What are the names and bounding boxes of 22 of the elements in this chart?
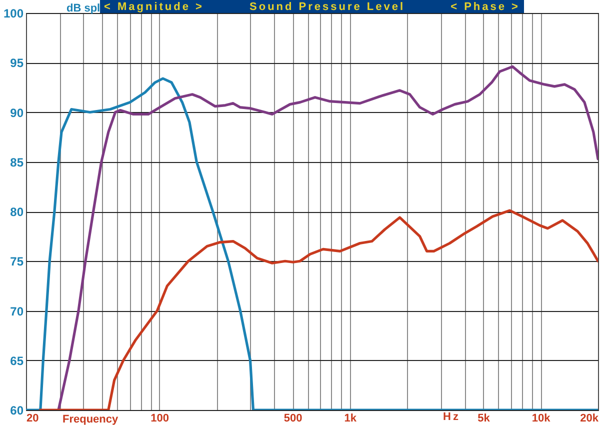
x-tick-label: 20k [580, 412, 600, 424]
x-tick-label: 100 [150, 412, 169, 424]
y-tick-label: 90 [10, 106, 24, 120]
x-axis-title: Frequency [62, 414, 120, 425]
y-tick-label: 100 [3, 6, 24, 20]
y-axis-title: dB spl [66, 2, 100, 14]
x-tick-label: 10k [532, 412, 552, 424]
y-tick-label: 60 [10, 404, 24, 418]
chart-title: Sound Pressure Level [250, 0, 406, 12]
y-tick-label: 80 [10, 205, 24, 219]
y-tick-label: 85 [10, 155, 24, 170]
text: < Magnitude > [104, 0, 204, 12]
text: Hz [443, 411, 460, 423]
x-tick-label: 20 [26, 412, 39, 424]
x-tick-label: 1k [344, 412, 358, 424]
y-tick-label: 75 [10, 254, 24, 269]
x-tick-label: 500 [284, 412, 302, 424]
y-tick-label: 65 [10, 354, 24, 368]
y-tick-label: 70 [10, 304, 24, 318]
y-tick-label: 95 [10, 56, 24, 70]
x-tick-label: 5k [478, 412, 491, 424]
text: < Phase > [450, 0, 520, 12]
